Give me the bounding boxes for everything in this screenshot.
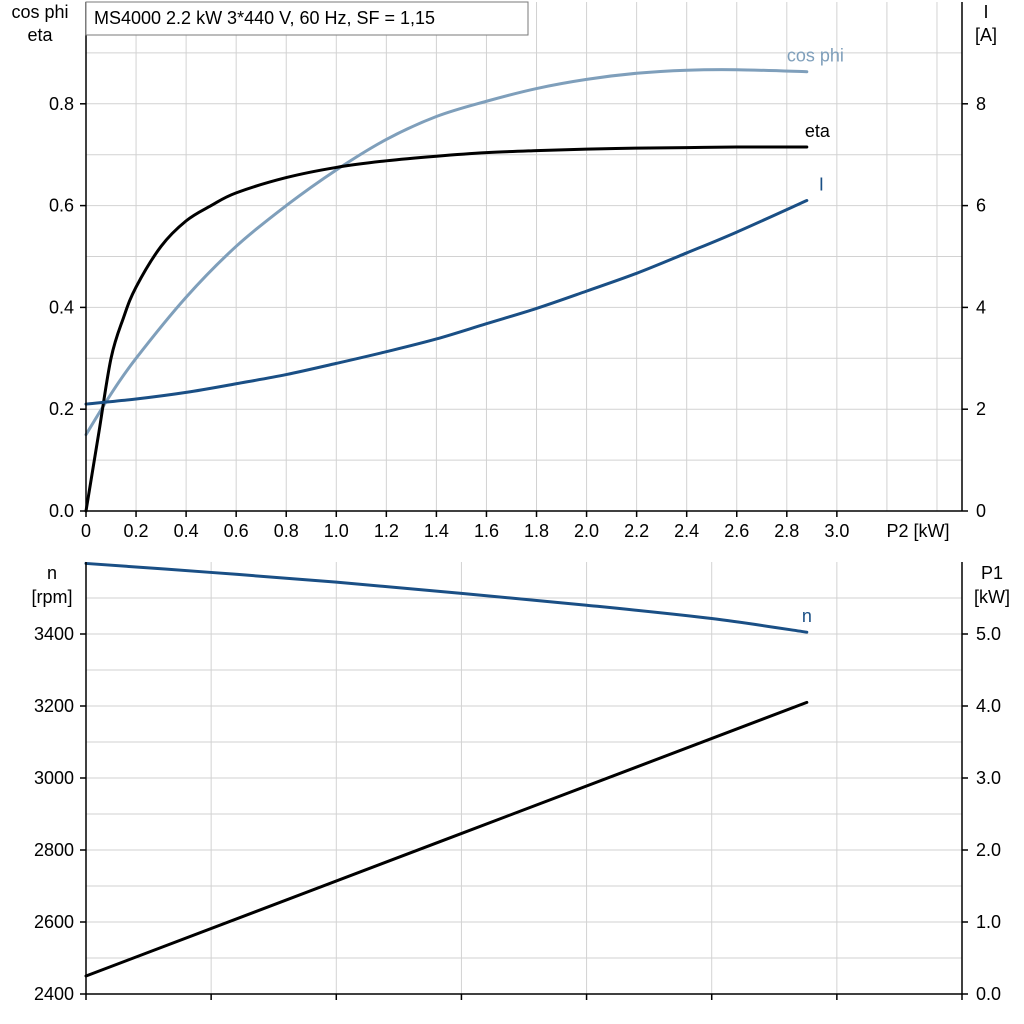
series-line-p1 (84, 700, 809, 978)
bottom-series-labels: n (802, 606, 812, 626)
top-chart: 0.0 0.2 0.4 0.6 0.8 0 2 4 6 8 0 0.2 0.4 0.6 0.8 1.0 1.2 1… (11, 1, 997, 541)
bottom-left-axis-label-line2: [rpm] (31, 587, 72, 607)
x-tick-label: 2.8 (774, 521, 799, 541)
top-axes (85, 2, 963, 512)
series-label-cos-phi: cos phi (787, 46, 844, 66)
chart-title: MS4000 2.2 kW 3*440 V, 60 Hz, SF = 1,15 (94, 8, 435, 28)
left-tick-label: 0.0 (49, 501, 74, 521)
top-grid (86, 2, 962, 511)
top-right-axis-label-line1: I (983, 2, 988, 22)
series-line-i (84, 199, 809, 406)
top-left-axis-label-line2: eta (27, 25, 53, 45)
x-tick-label: 1.6 (474, 521, 499, 541)
left-tick-label: 0.4 (49, 297, 74, 317)
x-tick-label: 0.4 (174, 521, 199, 541)
top-ticks: 0.0 0.2 0.4 0.6 0.8 0 2 4 6 8 0 0.2 0.4 0.6 0.8 1.0 1.2 1… (49, 94, 986, 541)
right-tick-label: 8 (976, 94, 986, 114)
title-box (85, 1, 529, 36)
x-tick-label: 0.2 (124, 521, 149, 541)
right-tick-label: 6 (976, 196, 986, 216)
left-tick-label: 3400 (34, 624, 74, 644)
bottom-grid (86, 562, 962, 994)
series-line-cos-phi (84, 68, 809, 437)
bottom-right-axis-label-line2: [kW] (974, 587, 1010, 607)
bottom-right-axis-label-line1: P1 (981, 563, 1003, 583)
series-label-i: I (819, 175, 824, 195)
top-x-axis-label: P2 [kW] (886, 521, 949, 541)
right-tick-label: 5.0 (976, 624, 1001, 644)
x-tick-label: 1.0 (324, 521, 349, 541)
right-tick-label: 1.0 (976, 912, 1001, 932)
series-label-eta: eta (805, 121, 831, 141)
right-tick-label: 0 (976, 501, 986, 521)
left-tick-label: 3200 (34, 696, 74, 716)
top-curves (84, 68, 809, 513)
x-tick-label: 1.2 (374, 521, 399, 541)
left-tick-label: 0.2 (49, 399, 74, 419)
right-tick-label: 4.0 (976, 696, 1001, 716)
left-tick-label: 2800 (34, 840, 74, 860)
left-tick-label: 2600 (34, 912, 74, 932)
x-tick-label: 3.0 (824, 521, 849, 541)
left-tick-label: 0.8 (49, 94, 74, 114)
x-tick-label: 2.4 (674, 521, 699, 541)
right-tick-label: 0.0 (976, 984, 1001, 1004)
top-series-labels: cos phi eta I (787, 46, 844, 195)
x-tick-label: 0 (81, 521, 91, 541)
series-label-n: n (802, 606, 812, 626)
left-tick-label: 2400 (34, 984, 74, 1004)
x-tick-label: 2.2 (624, 521, 649, 541)
series-line-n (84, 561, 809, 634)
right-tick-label: 3.0 (976, 768, 1001, 788)
top-right-axis-label-line2: [A] (975, 25, 997, 45)
bottom-ticks: 2400 2600 2800 3000 3200 3400 0.0 1.0 2.0 3.0 4.0 5… (34, 624, 1001, 1004)
x-tick-label: 2.0 (574, 521, 599, 541)
top-left-axis-label-line1: cos phi (11, 2, 68, 22)
x-tick-label: 0.6 (224, 521, 249, 541)
x-tick-label: 1.4 (424, 521, 449, 541)
series-line-eta (84, 145, 809, 513)
bottom-curves (84, 561, 809, 978)
x-tick-label: 2.6 (724, 521, 749, 541)
bottom-left-axis-label-line1: n (47, 563, 57, 583)
bottom-chart: 2400 2600 2800 3000 3200 3400 0.0 1.0 2.0 3.0 4.0 5… (31, 561, 1010, 1004)
right-tick-label: 2.0 (976, 840, 1001, 860)
right-tick-label: 2 (976, 399, 986, 419)
left-tick-label: 0.6 (49, 196, 74, 216)
right-tick-label: 4 (976, 297, 986, 317)
left-tick-label: 3000 (34, 768, 74, 788)
x-tick-label: 0.8 (274, 521, 299, 541)
x-tick-label: 1.8 (524, 521, 549, 541)
